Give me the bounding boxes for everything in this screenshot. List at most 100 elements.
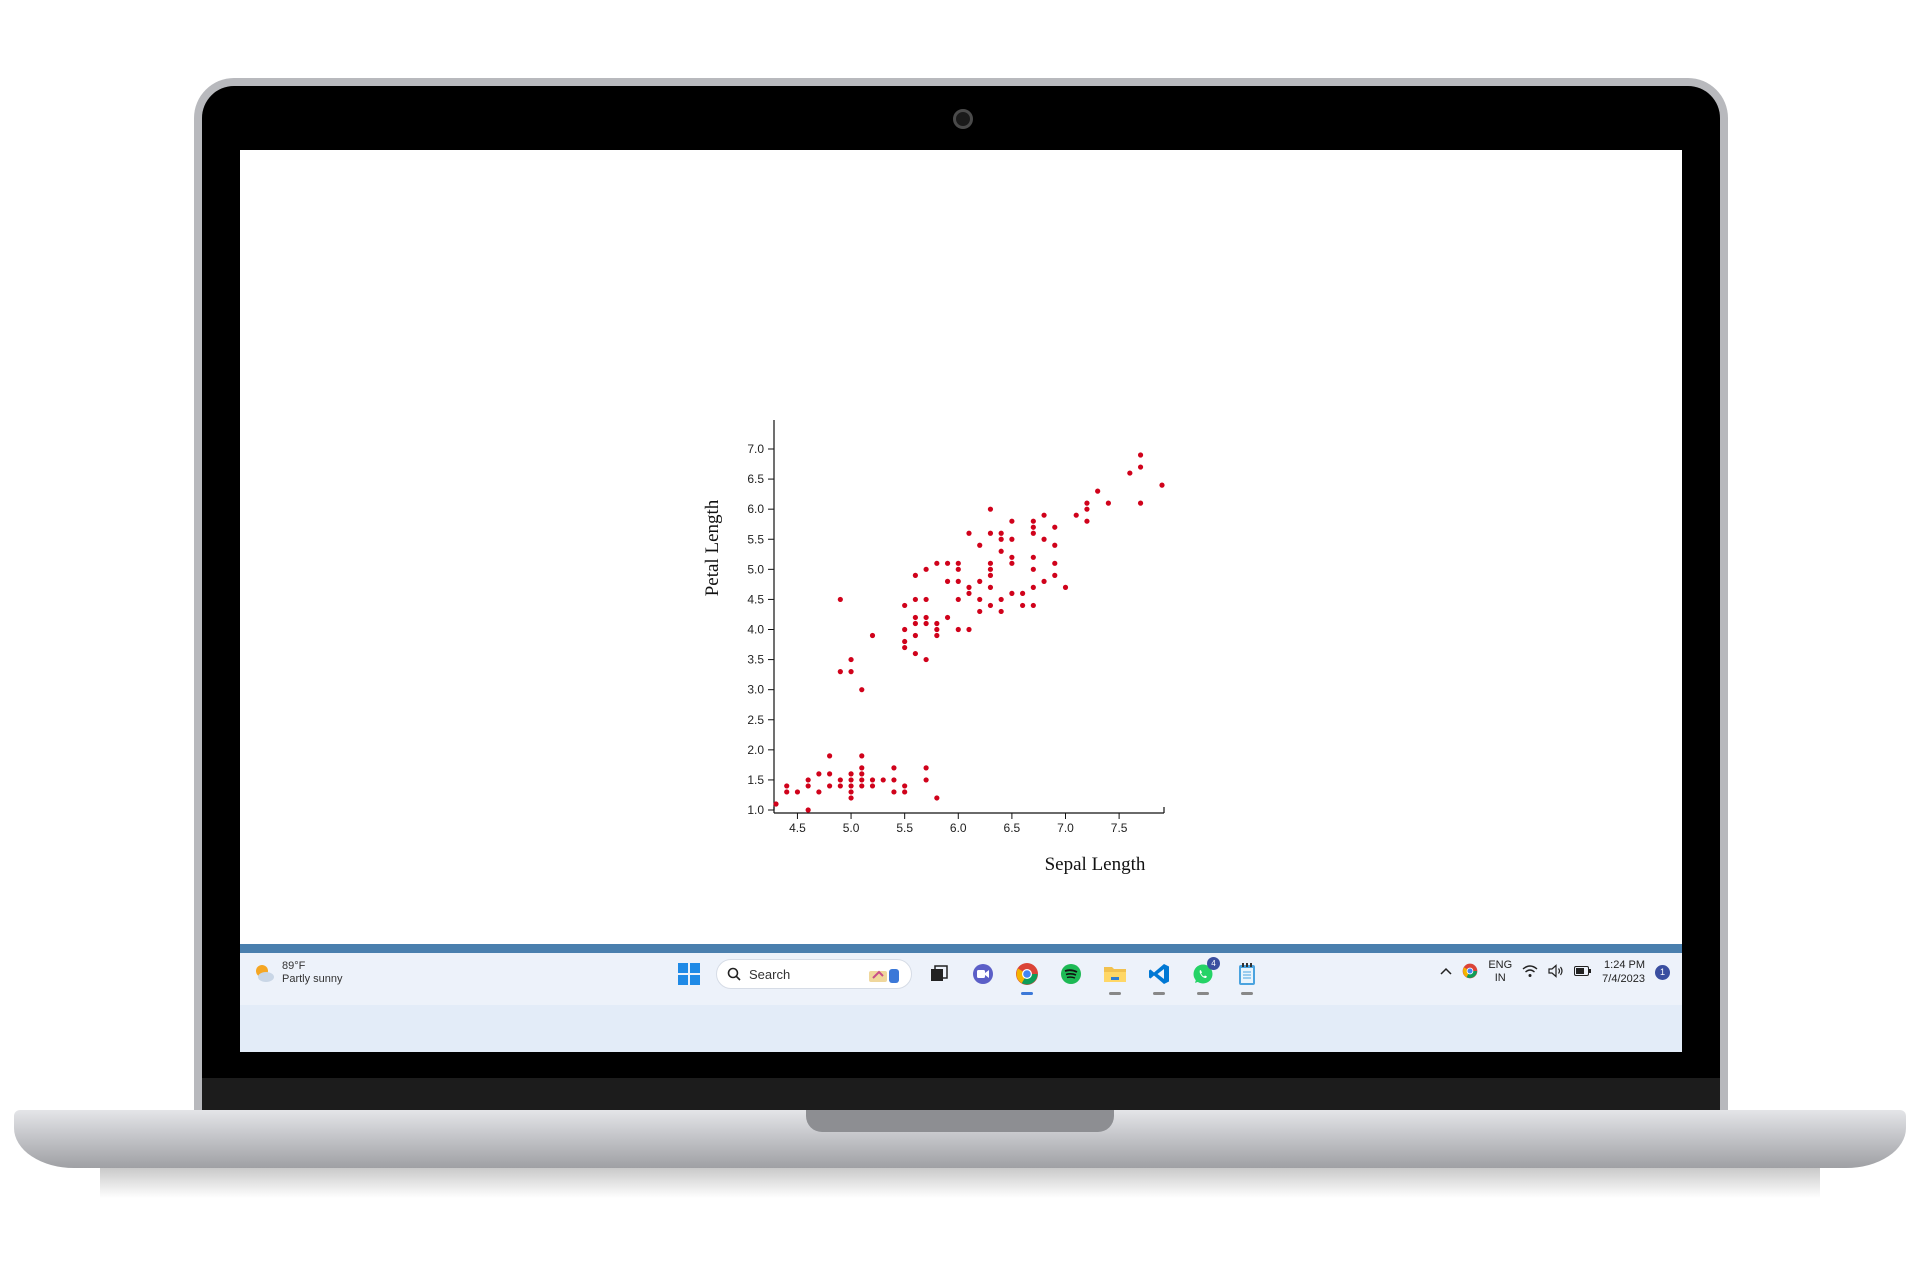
scatter-point: [773, 801, 779, 807]
y-tick-label: 4.5: [747, 592, 764, 606]
scatter-point: [1041, 536, 1047, 542]
scatter-point: [955, 578, 961, 584]
scatter-point: [912, 632, 918, 639]
y-tick-label: 3.5: [747, 653, 764, 667]
scatter-point: [902, 789, 908, 795]
scatter-point: [923, 596, 929, 603]
scatter-point: [923, 614, 929, 621]
scatter-point: [891, 765, 897, 771]
scatter-point: [902, 783, 908, 789]
scatter-point: [998, 596, 1004, 603]
x-tick-label: 5.0: [843, 821, 860, 835]
scatter-point: [1041, 578, 1047, 584]
scatter-point: [1084, 500, 1090, 506]
scatter-chart: 1.01.52.02.53.03.54.04.55.05.56.06.57.0 …: [702, 420, 1165, 875]
scatter-point: [837, 669, 843, 675]
battery-icon[interactable]: [1574, 965, 1592, 979]
vscode-icon[interactable]: [1142, 957, 1176, 995]
scatter-point: [1030, 584, 1036, 590]
tray-chrome-icon[interactable]: [1462, 963, 1478, 982]
scatter-point: [848, 795, 854, 801]
scatter-point: [837, 783, 843, 789]
scatter-point: [816, 771, 822, 777]
scatter-point: [1127, 470, 1133, 476]
scatter-point: [934, 632, 940, 639]
scatter-point: [1009, 590, 1015, 596]
scatter-point: [837, 596, 843, 603]
scatter-point: [1030, 566, 1036, 572]
scatter-point: [1137, 452, 1144, 458]
scatter-point: [955, 560, 961, 566]
scatter-point: [816, 789, 822, 795]
scatter-point: [1030, 530, 1036, 536]
laptop-shadow: [100, 1168, 1820, 1198]
scatter-point: [944, 614, 951, 621]
scatter-point: [891, 789, 897, 795]
y-tick-label: 2.0: [747, 743, 764, 757]
scatter-point: [934, 795, 940, 801]
scatter-point: [827, 753, 833, 759]
scatter-point: [784, 789, 790, 795]
clock[interactable]: 1:24 PM 7/4/2023: [1602, 958, 1645, 986]
scatter-point: [1137, 500, 1144, 506]
weather-widget[interactable]: 89°F Partly sunny: [252, 960, 343, 986]
notification-badge[interactable]: 1: [1655, 964, 1670, 980]
scatter-point: [848, 789, 854, 795]
scatter-point: [998, 608, 1004, 615]
scatter-point: [794, 789, 801, 795]
scatter-point: [805, 783, 811, 789]
task-view-icon[interactable]: [922, 957, 956, 991]
scatter-point: [1030, 518, 1036, 524]
y-tick-label: 3.0: [747, 683, 764, 697]
scatter-point: [1137, 464, 1144, 470]
y-tick-label: 6.0: [747, 502, 764, 516]
scatter-point: [944, 578, 951, 584]
laptop-screen: 1.0 1.5 2.0 2.5 3.0 3.5 4.0 4.5 5.0 5.5 6.0 6.5 7.0 …: [240, 150, 1682, 1052]
scatter-point: [966, 590, 972, 596]
file-explorer-icon[interactable]: [1098, 957, 1132, 995]
scatter-point: [902, 638, 908, 645]
y-tick-label: 5.0: [747, 562, 764, 576]
x-axis-title: Sepal Length: [1045, 854, 1146, 875]
y-tick-label: 4.0: [747, 623, 764, 637]
scatter-point: [891, 777, 897, 783]
scatter-point: [1041, 512, 1047, 518]
chevron-up-icon[interactable]: [1440, 966, 1452, 979]
lang-line-2: IN: [1494, 972, 1506, 984]
volume-icon[interactable]: [1548, 963, 1564, 981]
scatter-point: [934, 620, 940, 627]
y-axis-title: Petal Length: [702, 499, 723, 596]
x-axis: 4.5 5.0 5.5 6.0 6.5 7.0 7.5: [773, 807, 1165, 835]
scatter-point: [784, 783, 790, 789]
scatter-point: [987, 566, 994, 572]
scatter-point: [966, 530, 972, 536]
scatter-point: [902, 602, 908, 609]
scatter-point: [1009, 536, 1015, 542]
scatter-point: [912, 650, 918, 657]
notepad-icon[interactable]: [1230, 957, 1264, 995]
scatter-point: [923, 765, 929, 771]
scatter-point: [869, 632, 876, 639]
webcam-icon: [953, 109, 973, 129]
chrome-icon[interactable]: [1010, 957, 1044, 995]
scatter-point: [912, 596, 918, 603]
scatter-point: [966, 584, 972, 590]
x-tick-label: 7.5: [1111, 821, 1128, 835]
laptop-chin: [202, 1078, 1720, 1112]
whatsapp-badge: 4: [1207, 957, 1220, 970]
scatter-point: [998, 530, 1004, 536]
meet-icon[interactable]: [966, 957, 1000, 991]
wifi-icon[interactable]: [1522, 964, 1538, 981]
windows-start-icon[interactable]: [672, 957, 706, 991]
scatter-point: [912, 620, 918, 627]
scatter-point: [923, 656, 929, 663]
scatter-point: [1062, 584, 1069, 590]
spotify-icon[interactable]: [1054, 957, 1088, 991]
x-tick-label: 4.5: [789, 821, 806, 835]
scatter-point: [1084, 518, 1090, 524]
scatter-point: [1095, 488, 1101, 494]
whatsapp-icon[interactable]: 4: [1186, 957, 1220, 995]
search-box[interactable]: Search: [716, 959, 912, 989]
language-indicator[interactable]: ENG IN: [1488, 959, 1512, 985]
scatter-point: [805, 777, 811, 783]
